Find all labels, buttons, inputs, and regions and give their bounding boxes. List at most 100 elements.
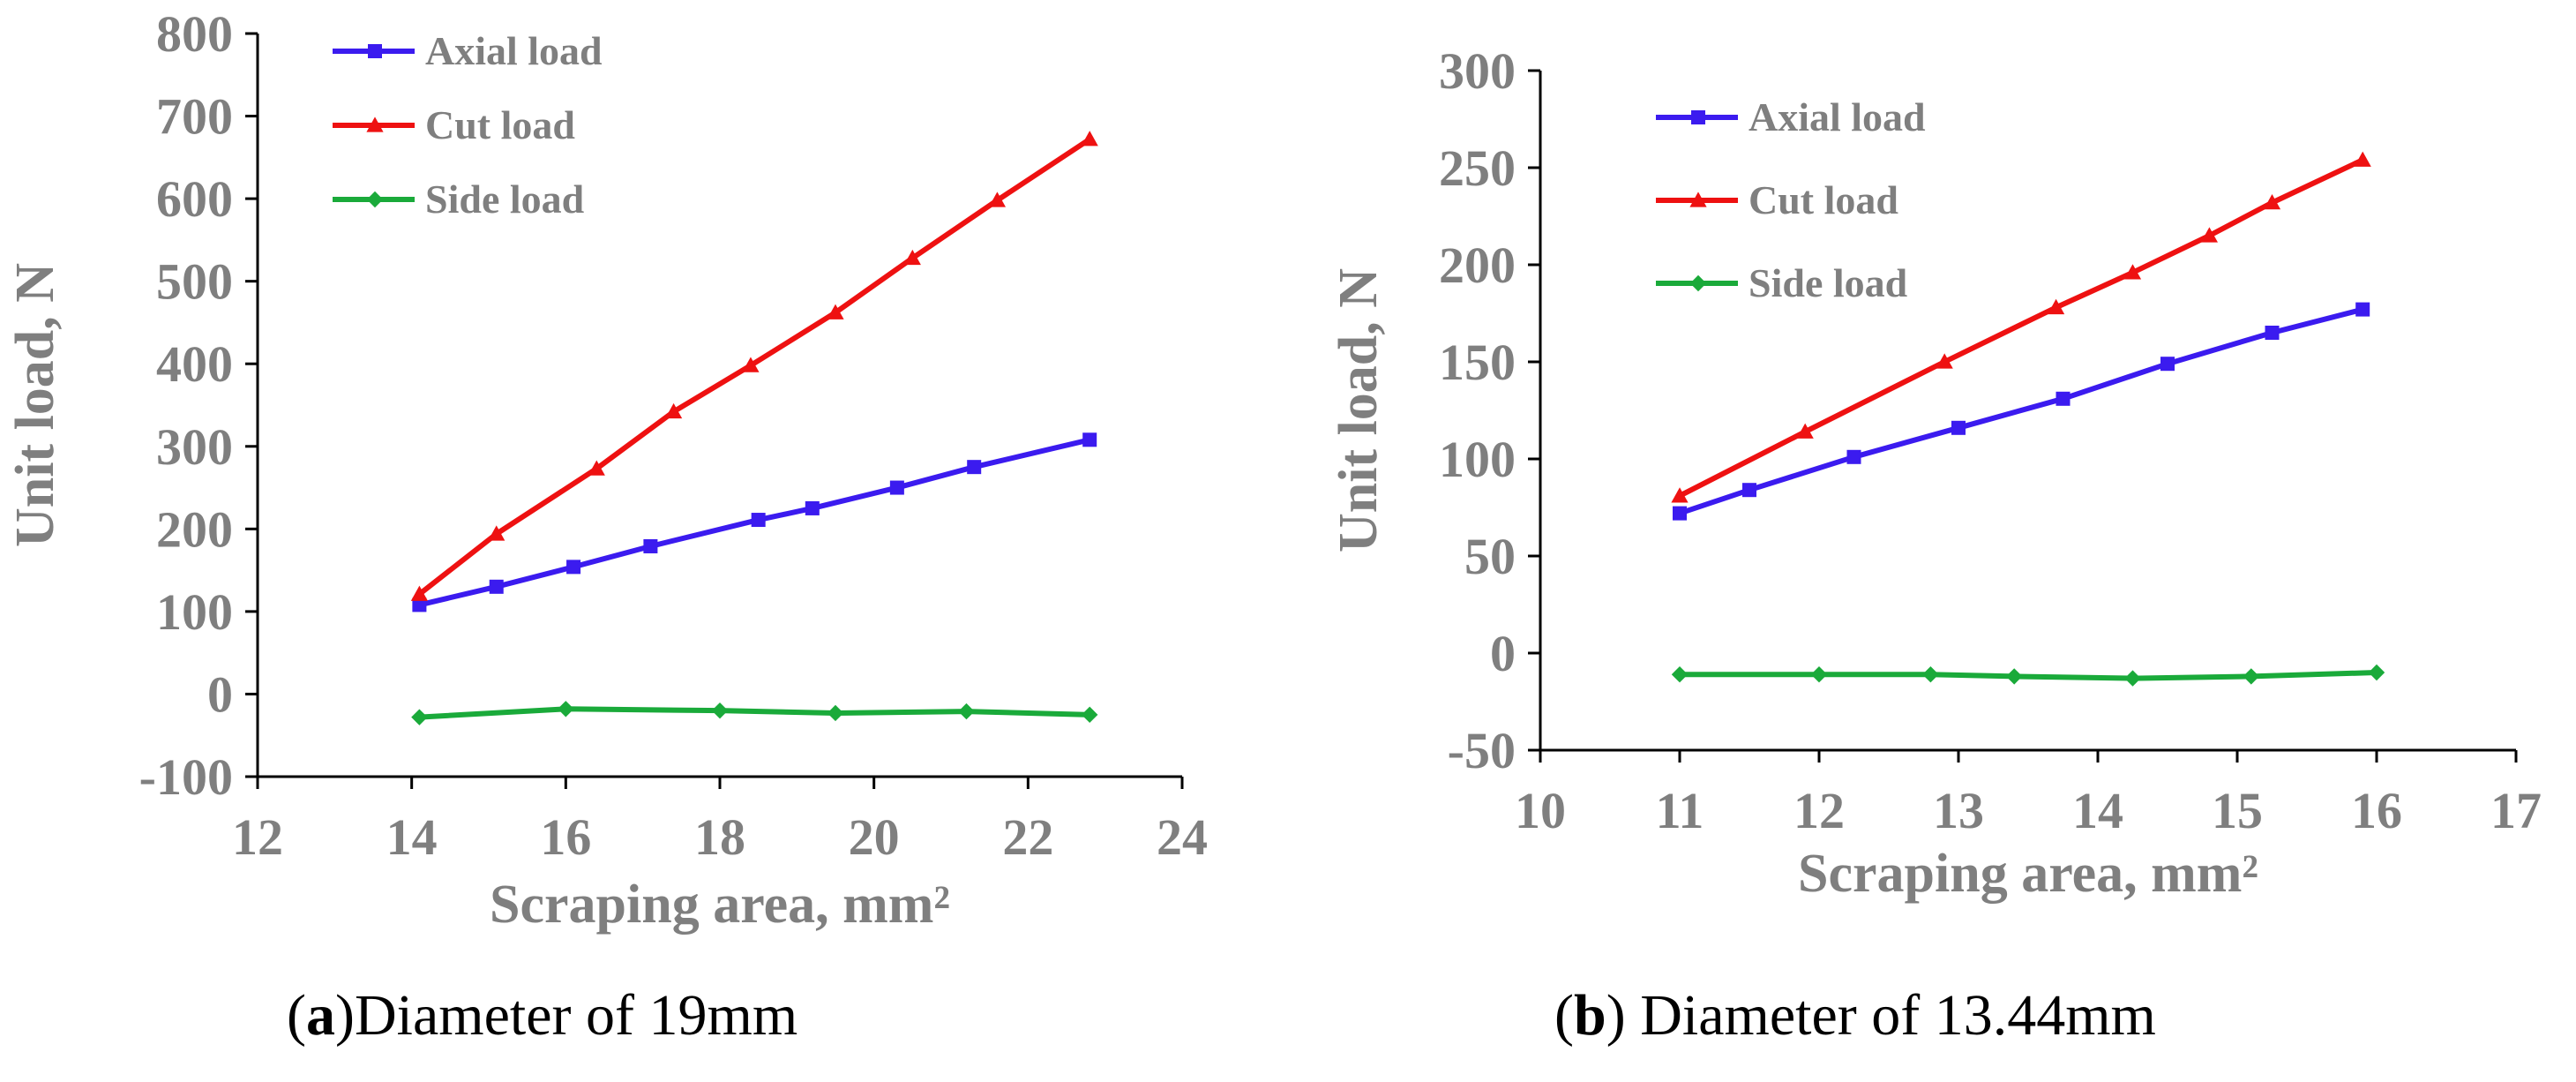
chart-a-y-tick-label: 0 (207, 665, 233, 723)
chart-a-x-tick-label: 18 (694, 808, 745, 866)
chart-a-y-tick-label: 200 (156, 500, 233, 558)
chart-a-data-point (827, 704, 844, 722)
chart-b-y-tick-label: 0 (1490, 625, 1516, 682)
chart-a-data-point (1081, 131, 1098, 147)
chart-b-series-line (1677, 157, 2366, 499)
chart-a-x-axis-title: Scraping area, mm² (490, 875, 950, 935)
chart-a-y-tick-label: 800 (156, 5, 233, 63)
chart-b-y-tick-label: 150 (1439, 334, 1516, 391)
chart-a-data-point (643, 538, 658, 553)
chart-a-y-tick-label: 600 (156, 170, 233, 228)
chart-b-data-point (2368, 664, 2385, 681)
chart-b-data-point (1810, 666, 1828, 683)
chart-a-data-point (988, 192, 1006, 207)
chart-a-data-point (566, 560, 581, 575)
chart-b-legend-label: Side load (1749, 260, 1908, 305)
chart-a-x-tick-label: 24 (1157, 808, 1208, 866)
chart-a-data-point (489, 579, 504, 594)
chart-a-x-tick-label: 22 (1002, 808, 1053, 866)
chart-a-data-point (958, 703, 975, 720)
chart-b-series-line (1677, 306, 2366, 516)
chart-b-data-point (1671, 487, 1689, 503)
chart-b-data-point (1742, 483, 1756, 498)
chart-b-data-point (2124, 670, 2141, 687)
chart-b-y-tick-label: -50 (1448, 722, 1516, 779)
chart-b-caption-text: Diameter of 13.44mm (1626, 983, 2156, 1048)
chart-b-series-line (1677, 670, 2379, 681)
chart-a-x-tick-label: 20 (849, 808, 900, 866)
chart-a-svg: -100 0 100 200 300 400 500 600 700 800 12 14 16 18 20 2… (5, 5, 1208, 1048)
chart-a-x-tick-label: 12 (232, 808, 283, 866)
chart-a-caption-open: ( (287, 983, 306, 1048)
chart-b-x-tick-label: 16 (2351, 782, 2402, 839)
chart-b-data-point (1922, 666, 1939, 683)
chart-a-data-point (588, 460, 605, 476)
chart-a-data-point (805, 500, 820, 515)
chart-a-legend-marker (368, 44, 382, 58)
chart-a-legend-marker (366, 191, 384, 208)
chart-b-legend-marker (1689, 192, 1707, 207)
chart-a-data-point (711, 702, 729, 719)
chart-a-data-point (742, 357, 760, 372)
chart-a-legend-label: Cut load (425, 102, 575, 147)
chart-a-y-tick-label: 700 (156, 88, 233, 146)
chart-b-x-tick-label: 10 (1515, 782, 1566, 839)
chart-b-data-point (2200, 227, 2218, 243)
chart-a-data-point (1082, 432, 1097, 447)
chart-b-x-tick-label: 14 (2072, 782, 2123, 839)
chart-b-x-tick-label: 12 (1793, 782, 1845, 839)
chart-a-x-tick-label: 14 (386, 808, 438, 866)
chart-b-caption-open: ( (1554, 983, 1574, 1048)
chart-b-data-point (2048, 298, 2065, 315)
chart-a-legend-label: Side load (425, 177, 585, 222)
chart-b-x-tick-label: 11 (1656, 782, 1704, 839)
chart-a-data-point (827, 304, 844, 319)
chart-b-data-point (1671, 666, 1689, 683)
chart-b-x-tick-label: 13 (1933, 782, 1984, 839)
chart-b-legend-marker (1689, 274, 1707, 292)
chart-b-data-point (1673, 506, 1687, 521)
chart-b-data-point (2123, 264, 2142, 280)
chart-a-data-point (1082, 706, 1098, 724)
chart-a-data-point (488, 525, 505, 541)
chart-b-x-tick-label: 15 (2212, 782, 2263, 839)
chart-a-data-point (411, 709, 428, 725)
chart-b-data-point (1796, 423, 1814, 439)
chart-a-data-point (889, 480, 904, 495)
chart-b-caption-close: ) (1606, 983, 1626, 1048)
chart-a-data-point (967, 460, 982, 475)
chart-b-data-point (1936, 353, 1953, 369)
chart-a-caption-text: Diameter of 19mm (355, 983, 798, 1048)
chart-b-y-tick-label: 250 (1439, 139, 1516, 197)
chart-b-data-point (2265, 326, 2280, 340)
chart-a-y-axis-title: Unit load, N (5, 263, 65, 547)
chart-b-data-point (2355, 302, 2370, 317)
chart-a-data-point (751, 513, 766, 528)
chart-b-legend-label: Axial load (1749, 94, 1926, 139)
chart-b-data-point (2243, 668, 2259, 685)
chart-a-y-tick-label: 500 (156, 253, 233, 311)
chart-b-caption-letter: b (1574, 983, 1606, 1048)
chart-b-data-point (2160, 357, 2175, 372)
chart-a-legend-label: Axial load (425, 28, 603, 73)
chart-a-y-tick-label: 300 (156, 418, 233, 476)
chart-a-data-point (665, 402, 683, 419)
chart-a-caption-close: ) (335, 983, 355, 1048)
chart-b-y-tick-label: 100 (1439, 431, 1516, 488)
chart-a-x-tick-label: 16 (540, 808, 591, 866)
chart-b-data-point (2354, 151, 2371, 167)
chart-b-data-point (2263, 194, 2281, 210)
chart-a-data-point (412, 597, 427, 612)
chart-a-data-point (410, 585, 428, 601)
chart-a-series-line (416, 706, 1093, 720)
chart-a-legend-marker (366, 116, 384, 132)
chart-b-y-tick-label: 50 (1464, 528, 1516, 585)
chart-b-legend-marker (1691, 110, 1705, 124)
chart-a-caption: (a)Diameter of 19mm (287, 983, 798, 1048)
chart-a-data-point (558, 701, 574, 718)
chart-a-y-tick-label: -100 (139, 748, 233, 806)
chart-a-data-point (903, 249, 921, 266)
chart-b-legend-label: Cut load (1749, 177, 1898, 222)
chart-b-y-tick-label: 200 (1439, 237, 1516, 294)
chart-b-data-point (2056, 391, 2071, 406)
